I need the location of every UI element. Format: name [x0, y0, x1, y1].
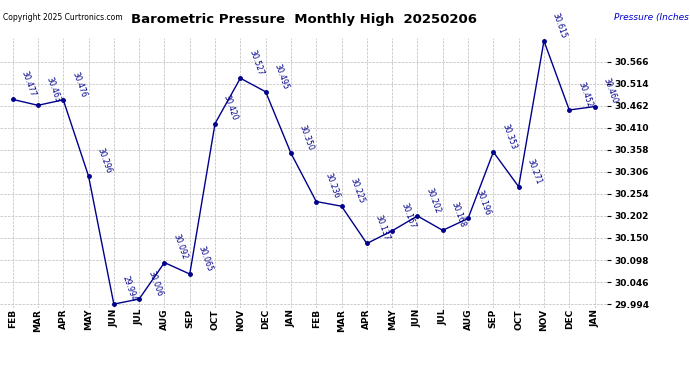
Text: 29.994: 29.994: [121, 274, 139, 303]
Text: 30.460: 30.460: [602, 77, 619, 105]
Text: 30.495: 30.495: [273, 62, 290, 90]
Text: 30.167: 30.167: [399, 201, 417, 229]
Text: 30.168: 30.168: [450, 201, 467, 229]
Text: Copyright 2025 Curtronics.com: Copyright 2025 Curtronics.com: [3, 13, 123, 22]
Text: 30.350: 30.350: [298, 124, 315, 152]
Text: 30.202: 30.202: [424, 187, 442, 214]
Text: 30.196: 30.196: [475, 189, 493, 217]
Text: 30.296: 30.296: [95, 147, 113, 175]
Text: 30.137: 30.137: [374, 214, 391, 242]
Text: Barometric Pressure  Monthly High  20250206: Barometric Pressure Monthly High 2025020…: [130, 13, 477, 26]
Text: 30.527: 30.527: [247, 49, 265, 77]
Text: 30.271: 30.271: [526, 158, 543, 185]
Text: 30.065: 30.065: [197, 244, 215, 273]
Text: 30.236: 30.236: [323, 172, 341, 200]
Text: 30.615: 30.615: [551, 11, 569, 39]
Text: 30.477: 30.477: [19, 70, 37, 98]
Text: 30.452: 30.452: [576, 81, 594, 109]
Text: 30.476: 30.476: [70, 70, 88, 98]
Text: Pressure (Inches Hg): Pressure (Inches Hg): [614, 13, 690, 22]
Text: 30.006: 30.006: [146, 269, 164, 298]
Text: 30.420: 30.420: [222, 94, 239, 122]
Text: 30.463: 30.463: [45, 76, 63, 104]
Text: 30.092: 30.092: [171, 233, 189, 261]
Text: 30.353: 30.353: [500, 122, 518, 150]
Text: 30.225: 30.225: [348, 177, 366, 205]
